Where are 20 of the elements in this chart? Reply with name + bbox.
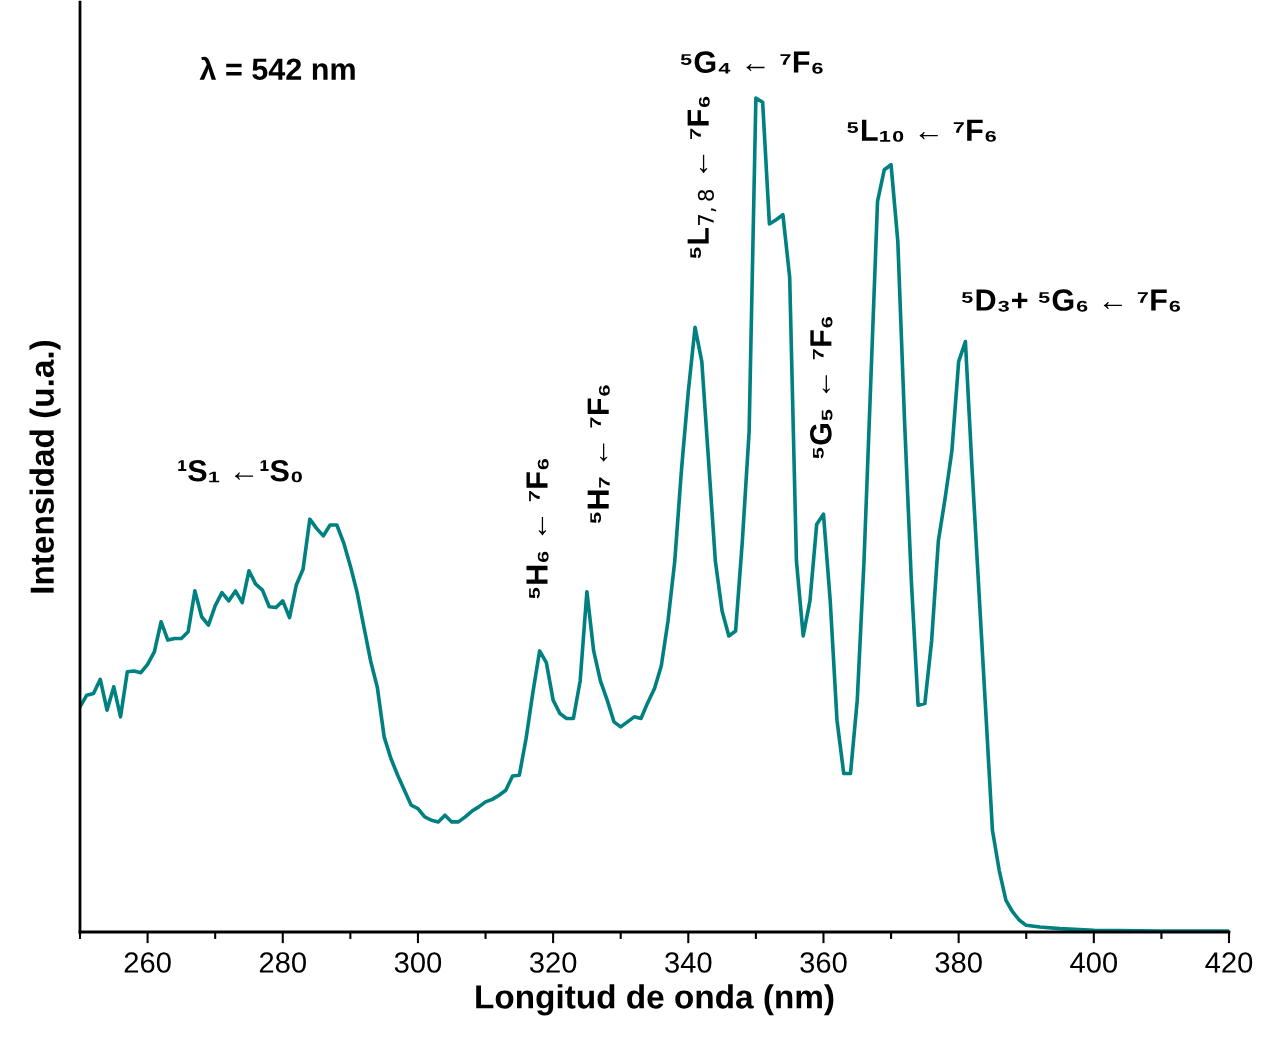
annotation: ¹S₁ ←¹S₀ [178, 459, 302, 483]
x-axis-title: Longitud de onda (nm) [476, 984, 834, 1016]
x-tick-label: 260 [124, 952, 171, 973]
x-tick-label: 280 [259, 952, 306, 973]
annotation: ⁵G₄ ← ⁷F₆ [680, 51, 823, 74]
annotation: ⁵D₃+ ⁵G₆ ← ⁷F₆ [961, 289, 1180, 312]
annotation: ⁵H₆ ← ⁷F₆ [526, 458, 549, 599]
annotation: ⁵L₁₀ ← ⁷F₆ [847, 119, 996, 142]
x-tick-label: 420 [1205, 952, 1253, 973]
y-axis-title: Intensidad (u.a.) [29, 340, 61, 593]
x-tick-label: 400 [1070, 952, 1118, 973]
text: λ = 542 nm [199, 56, 355, 81]
x-tick-label: 300 [394, 952, 442, 973]
x-tick-label: 380 [935, 952, 982, 973]
x-tick-label: 340 [665, 952, 712, 973]
annotation: ⁵L$_{7,8}$ ← ⁷F₆ [687, 96, 717, 259]
x-tick-label: 320 [529, 952, 577, 973]
annotation: ⁵H₇ ← ⁷F₆ [587, 385, 610, 524]
x-tick-label: 360 [800, 952, 847, 973]
annotation: ⁵G₅ ← ⁷F₆ [810, 317, 833, 459]
